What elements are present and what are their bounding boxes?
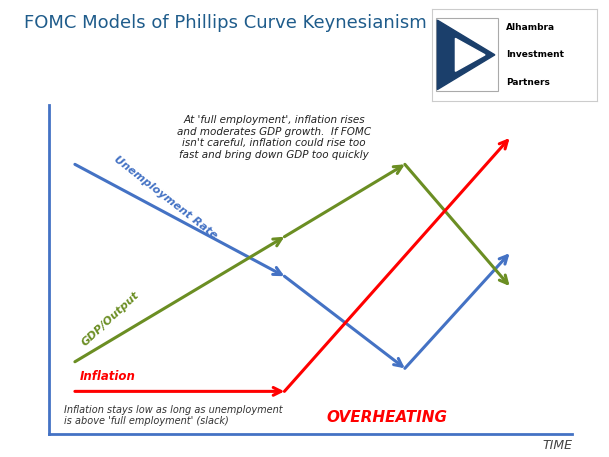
Text: Investment: Investment [506,50,565,59]
Text: Partners: Partners [506,78,551,87]
Text: OVERHEATING: OVERHEATING [326,410,447,425]
Polygon shape [456,38,485,71]
Text: Inflation stays low as long as unemployment
is above 'full employment' (slack): Inflation stays low as long as unemploym… [65,404,283,426]
Text: Unemployment Rate: Unemployment Rate [111,154,219,240]
Text: At 'full employment', inflation rises
and moderates GDP growth.  If FOMC
isn't c: At 'full employment', inflation rises an… [177,115,371,160]
Text: Inflation: Inflation [80,370,136,383]
Text: TIME: TIME [543,440,572,452]
Text: FOMC Models of Phillips Curve Keynesianism: FOMC Models of Phillips Curve Keynesiani… [24,14,427,32]
Text: GDP/Output: GDP/Output [80,290,141,348]
Polygon shape [437,20,495,90]
FancyBboxPatch shape [435,18,498,91]
Text: Alhambra: Alhambra [506,23,555,32]
